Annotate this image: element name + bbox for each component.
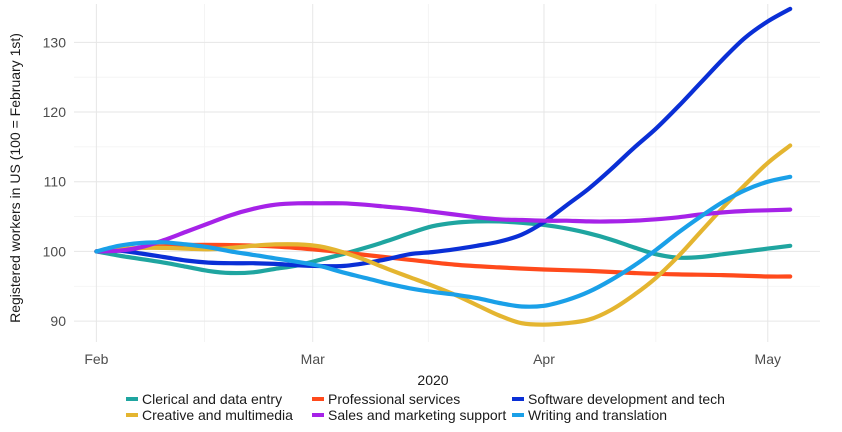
legend-label: Clerical and data entry	[142, 391, 282, 407]
series-lines	[94, 6, 793, 327]
series-line-creative-and-multimedia	[94, 143, 793, 327]
y-axis-title: Registered workers in US (100 = February…	[7, 33, 23, 323]
legend-label: Professional services	[328, 391, 460, 407]
x-tick-label: May	[755, 351, 781, 367]
legend-label: Software development and tech	[528, 391, 725, 407]
y-tick-label: 100	[43, 243, 67, 259]
y-tick-label: 90	[50, 313, 66, 329]
x-tick-label: Apr	[533, 351, 555, 367]
legend-label: Sales and marketing support	[328, 407, 506, 423]
legend-label: Creative and multimedia	[142, 407, 293, 423]
legend-item-software-development-and-tech: Software development and tech	[512, 391, 725, 407]
legend-item-writing-and-translation: Writing and translation	[512, 407, 667, 423]
series-line-professional-services	[94, 242, 793, 279]
series-line-sales-and-marketing-support	[94, 201, 793, 254]
y-tick-label: 130	[43, 34, 67, 50]
legend-label: Writing and translation	[528, 407, 667, 423]
y-tick-label: 110	[44, 174, 67, 190]
x-tick-label: Mar	[301, 351, 325, 367]
legend-item-sales-and-marketing-support: Sales and marketing support	[312, 407, 506, 423]
x-tick-label: Feb	[84, 351, 108, 367]
grid-minor	[74, 4, 820, 342]
y-tick-label: 120	[43, 104, 67, 120]
series-line-writing-and-translation	[94, 174, 793, 309]
legend-item-professional-services: Professional services	[312, 391, 460, 407]
x-axis-title: 2020	[417, 372, 448, 388]
series-line-software-development-and-tech	[94, 6, 793, 269]
legend: Clerical and data entry Professional serv…	[126, 391, 725, 423]
x-tick-labels: Feb Mar Apr May	[84, 351, 781, 367]
y-tick-labels: 90 100 110 120 130	[43, 34, 67, 329]
legend-item-clerical-and-data-entry: Clerical and data entry	[126, 391, 282, 407]
legend-item-creative-and-multimedia: Creative and multimedia	[126, 407, 293, 423]
